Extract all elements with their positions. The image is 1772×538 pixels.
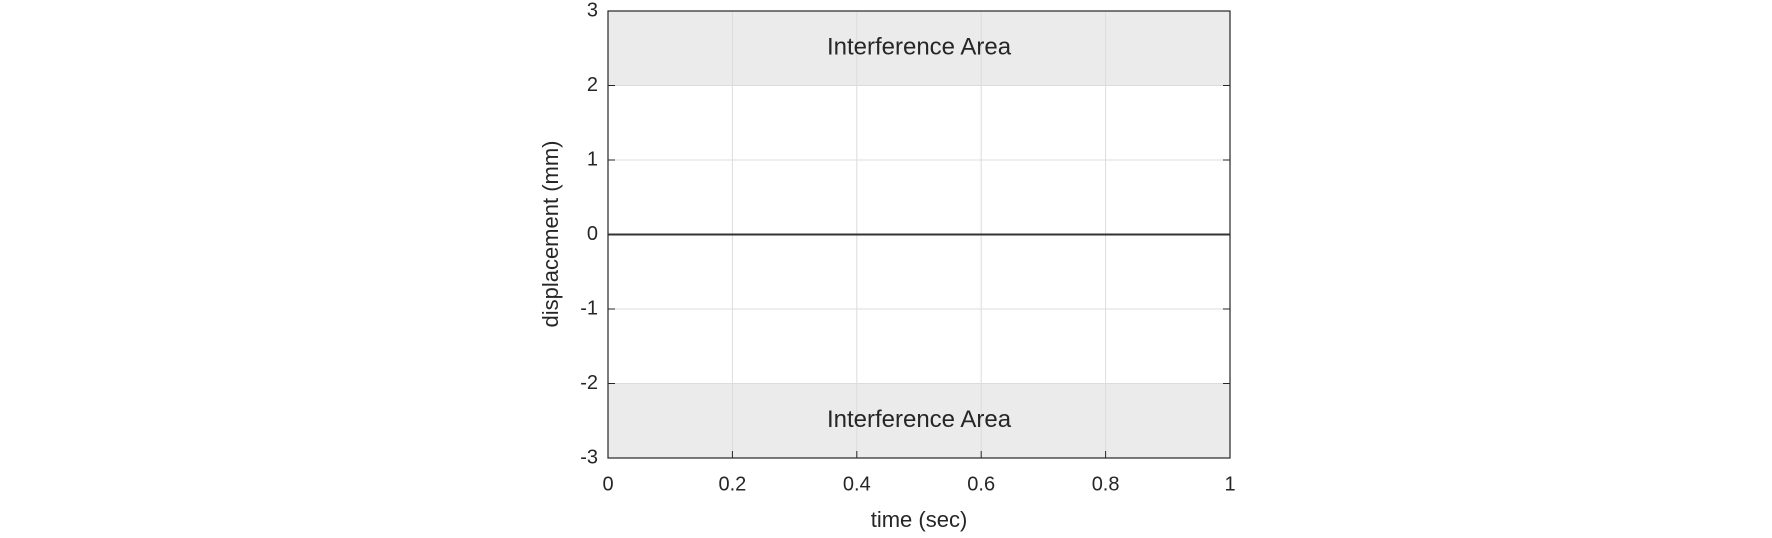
y-tick-label: 1	[587, 148, 598, 170]
x-tick-label: 0.4	[843, 473, 871, 495]
y-tick-label: 3	[587, 0, 598, 21]
band	[608, 383, 1230, 458]
x-tick-label: 1	[1224, 473, 1235, 495]
y-axis-label: displacement (mm)	[538, 140, 563, 327]
x-tick-label: 0.8	[1092, 473, 1120, 495]
y-tick-label: 2	[587, 74, 598, 96]
band-label: Interference Area	[827, 34, 1012, 61]
x-tick-label: 0.2	[718, 473, 746, 495]
band	[608, 11, 1230, 86]
y-tick-label: 0	[587, 223, 598, 245]
x-tick-label: 0	[602, 473, 613, 495]
x-tick-label: 0.6	[967, 473, 995, 495]
axes-box	[607, 10, 1231, 459]
x-axis-label: time (sec)	[871, 507, 968, 532]
band-label: Interference Area	[827, 406, 1012, 433]
y-tick-label: -1	[580, 297, 598, 319]
y-tick-label: -3	[580, 446, 598, 468]
y-tick-label: -2	[580, 372, 598, 394]
